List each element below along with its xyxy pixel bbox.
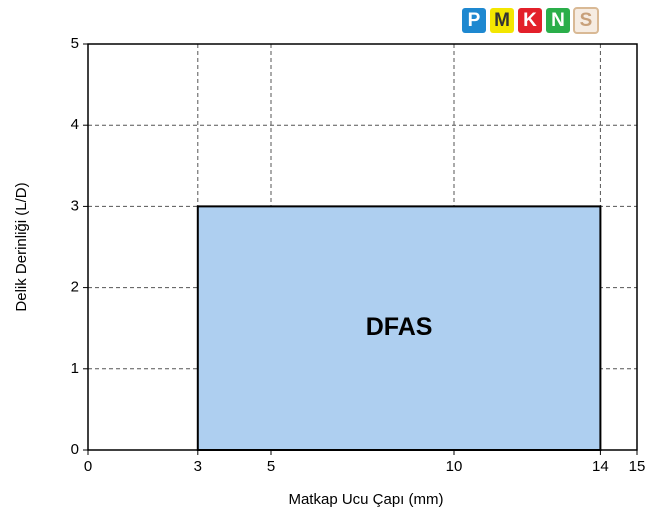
y-tick-label: 2 xyxy=(71,279,79,296)
badge-label: S xyxy=(580,10,593,31)
badge-label: P xyxy=(468,10,481,31)
x-tick-label: 15 xyxy=(629,458,646,475)
x-tick-label: 14 xyxy=(592,458,609,475)
badge xyxy=(490,8,514,33)
x-tick-label: 10 xyxy=(446,458,463,475)
x-tick-label: 0 xyxy=(84,458,92,475)
plot-frame xyxy=(87,43,638,451)
y-tick-label: 4 xyxy=(71,116,79,133)
badge-label: N xyxy=(551,10,565,31)
y-tick-label: 0 xyxy=(71,441,79,458)
x-axis-label: Matkap Ucu Çapı (mm) xyxy=(288,491,443,508)
y-tick-label: 3 xyxy=(71,197,79,214)
x-tick-label: 3 xyxy=(194,458,202,475)
x-tick-label: 5 xyxy=(267,458,275,475)
badge-label: K xyxy=(523,10,537,31)
badge xyxy=(518,8,542,33)
badge xyxy=(546,8,570,33)
y-axis-label: Delik Derinliği (L/D) xyxy=(13,182,30,311)
badge xyxy=(573,7,599,34)
y-tick-label: 5 xyxy=(71,35,79,52)
badge-label: M xyxy=(494,10,510,31)
badge xyxy=(462,8,486,33)
y-tick-label: 1 xyxy=(71,360,79,377)
series-label: DFAS xyxy=(366,313,433,341)
